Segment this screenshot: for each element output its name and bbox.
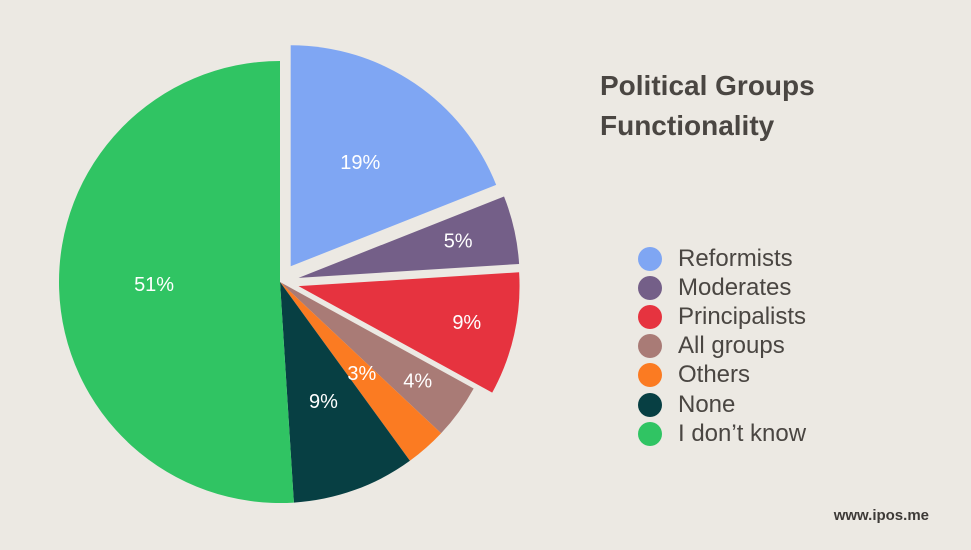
legend-label: Moderates: [678, 273, 792, 301]
slice-percent-label: 4%: [403, 370, 432, 392]
chart-title-line1: Political Groups: [600, 70, 815, 101]
legend-swatch: [638, 304, 662, 329]
legend-label: None: [678, 390, 736, 418]
pie-slice-others: [280, 282, 442, 461]
legend-item: None: [638, 390, 806, 419]
pie-chart: 19% 5% 9% 4% 3% 9% 51%: [59, 45, 520, 503]
pie-slices: [59, 45, 520, 503]
slice-percent-label: 19%: [340, 152, 380, 174]
legend-swatch: [638, 334, 662, 359]
legend-item: All groups: [638, 332, 806, 361]
pie-slice-all-groups: [280, 282, 474, 434]
slice-percent-label: 9%: [452, 312, 481, 334]
chart-title-line2: Functionality: [600, 110, 775, 141]
legend-item: Others: [638, 361, 806, 390]
slice-percent-label: 3%: [347, 363, 376, 385]
pie-slice-none: [280, 282, 410, 503]
legend-item: Moderates: [638, 273, 806, 302]
legend-label: Principalists: [678, 302, 807, 330]
source-link[interactable]: www.ipos.me: [833, 507, 929, 524]
legend-swatch: [638, 363, 662, 388]
legend-item: Principalists: [638, 302, 806, 331]
pie-slice-reformists: [290, 45, 497, 267]
legend-label: Others: [678, 361, 751, 389]
legend-swatch: [638, 246, 662, 271]
legend-swatch: [638, 421, 662, 446]
pie-labels: 19% 5% 9% 4% 3% 9% 51%: [134, 152, 481, 413]
slice-percent-label: 9%: [309, 391, 338, 413]
pie-slice-i-don-t-know: [59, 61, 294, 503]
legend-item: Reformists: [638, 244, 806, 273]
legend: Reformists Moderates Principalists All g…: [638, 244, 806, 448]
legend-item: I don’t know: [638, 419, 806, 448]
legend-label: All groups: [678, 332, 785, 360]
legend-label: I don’t know: [678, 419, 807, 447]
legend-swatch: [638, 275, 662, 300]
legend-label: Reformists: [678, 244, 793, 272]
chart-title: Political Groups Functionality: [600, 66, 900, 146]
legend-swatch: [638, 392, 662, 417]
pie-slice-principalists: [298, 272, 520, 393]
pie-slice-moderates: [298, 196, 520, 278]
slice-percent-label: 51%: [134, 274, 174, 296]
slice-percent-label: 5%: [444, 230, 473, 252]
